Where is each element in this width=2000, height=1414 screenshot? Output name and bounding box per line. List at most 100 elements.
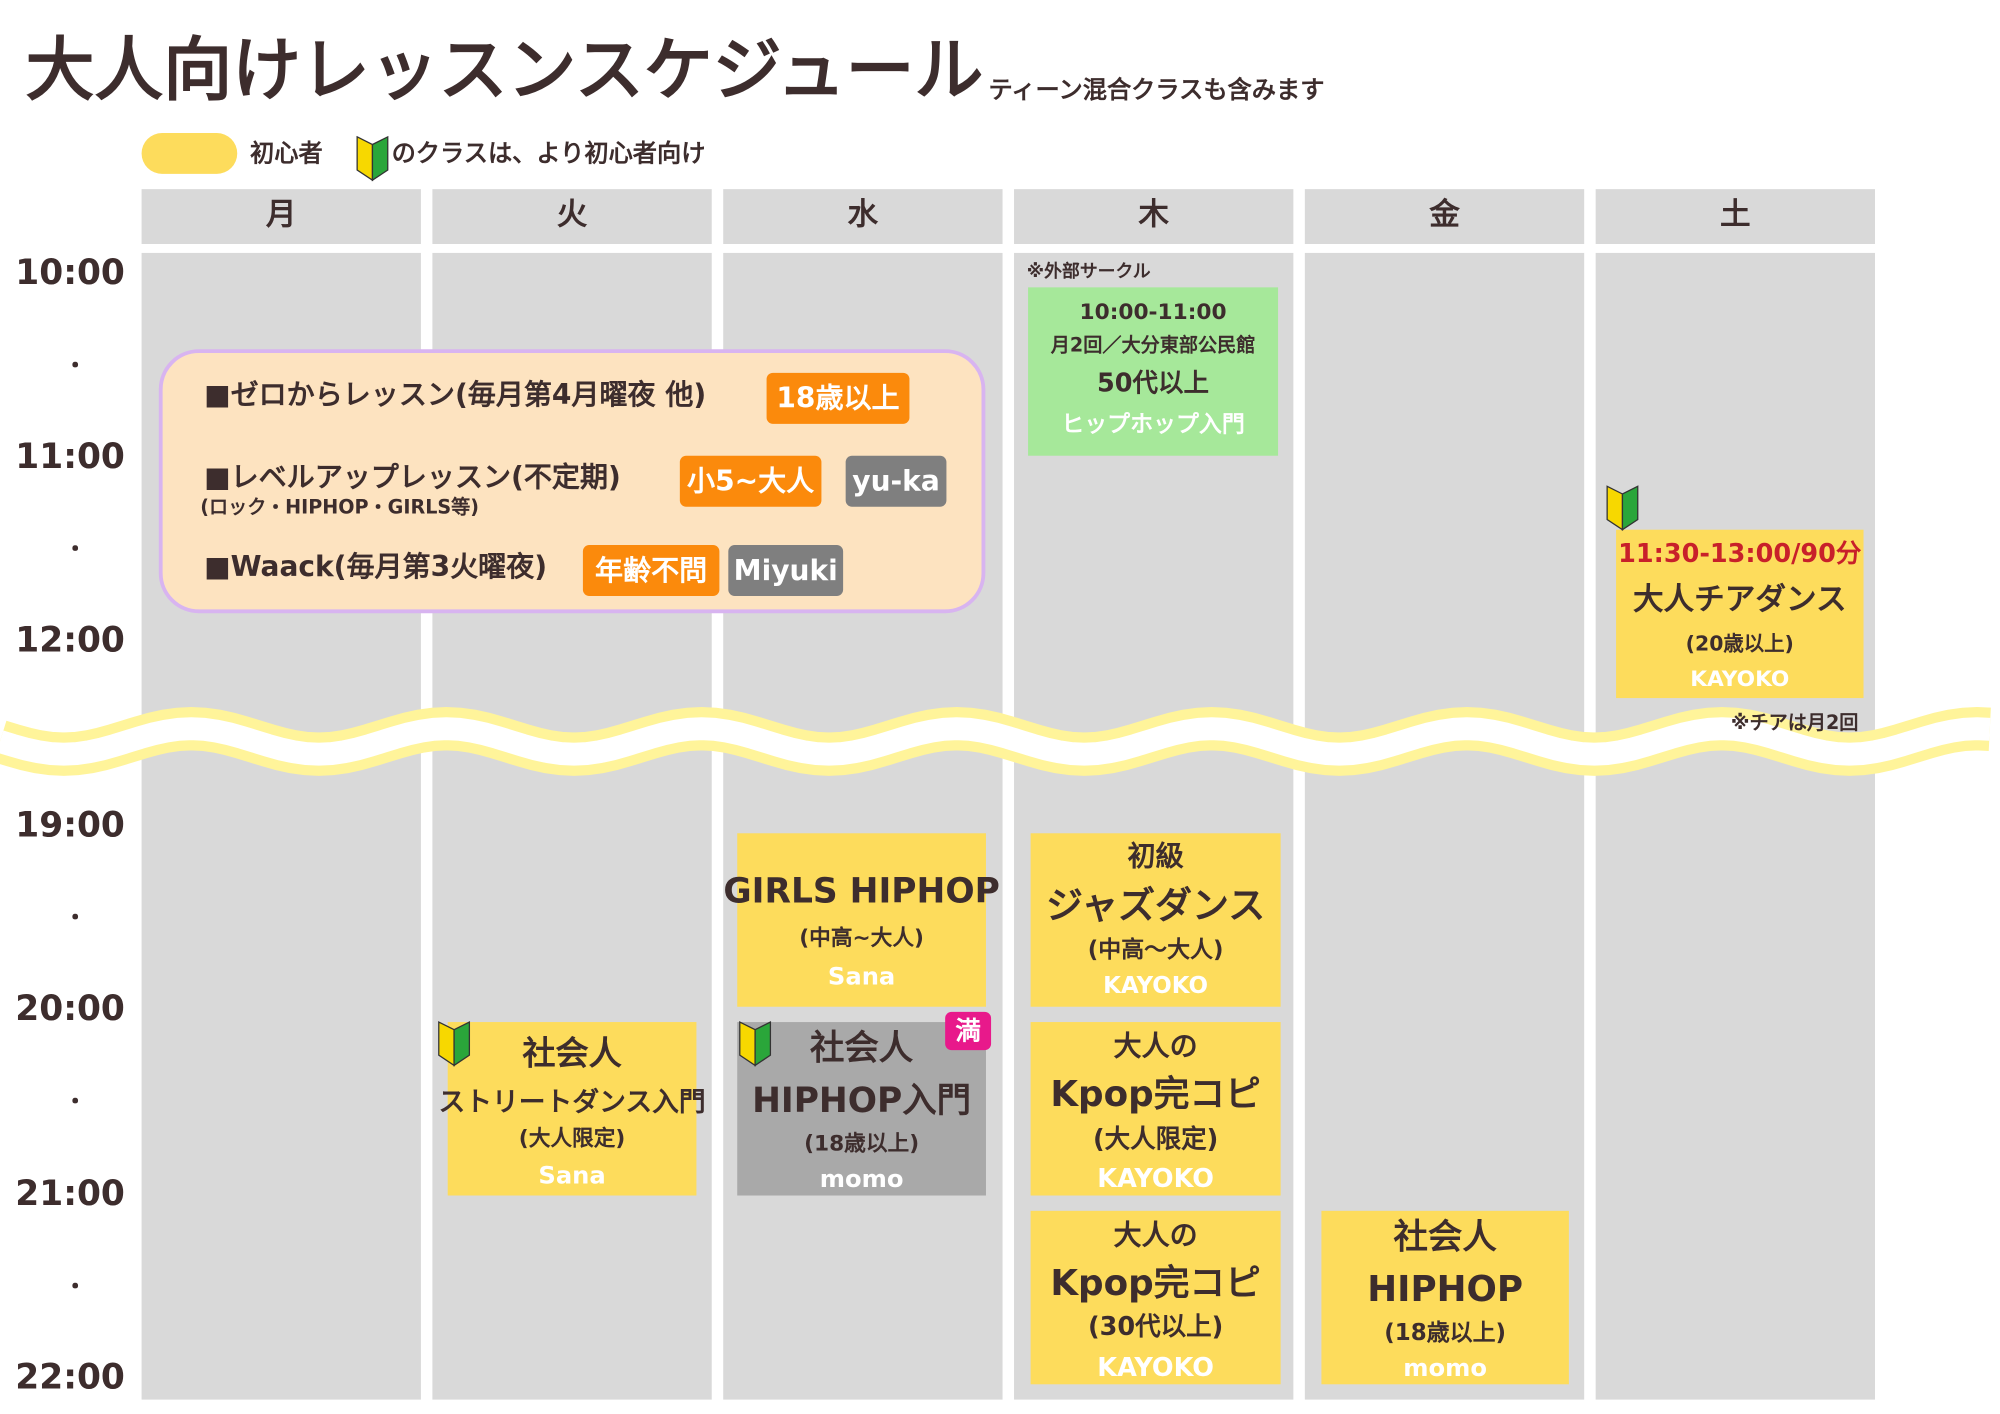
info-tag	[679, 455, 822, 507]
beginner-icon-green	[754, 1021, 772, 1067]
day-label: 木	[1137, 197, 1169, 232]
class-line: 初級	[1128, 840, 1184, 873]
class-line: KAYOKO	[1097, 1353, 1214, 1383]
day-column	[1304, 252, 1585, 1400]
legend-note: のクラスは、より初心者向け	[392, 140, 706, 168]
class-note: ※チアは月2回	[1731, 711, 1859, 734]
class-box	[1030, 1022, 1281, 1196]
info-tag	[766, 372, 910, 424]
class-box	[1616, 529, 1864, 699]
class-line: ヒップホップ入門	[1061, 412, 1245, 438]
class-line: 10:00-11:00	[1080, 300, 1227, 325]
time-label: 20:00	[15, 989, 125, 1029]
info-line: ■Waack(毎月第3火曜夜)	[204, 550, 547, 583]
time-label: 12:00	[15, 620, 125, 660]
class-line: 50代以上	[1097, 368, 1209, 398]
time-label: ・	[64, 1089, 87, 1115]
info-tag-label: Miyuki	[734, 554, 838, 587]
class-box	[1028, 287, 1279, 456]
info-sub: (ロック・HIPHOP・GIRLS等)	[200, 496, 479, 519]
time-label: ・	[64, 905, 87, 931]
day-label: 水	[848, 197, 879, 232]
class-line: (中高~大人)	[799, 925, 924, 951]
time-label: 11:00	[15, 437, 125, 477]
full-badge	[945, 1011, 992, 1051]
class-line: (18歳以上)	[804, 1132, 919, 1157]
day-header	[432, 189, 712, 244]
time-label: ・	[64, 1274, 87, 1300]
class-line: Kpop完コピ	[1050, 1074, 1260, 1115]
info-tag-label: 18歳以上	[776, 382, 899, 415]
day-header	[1595, 189, 1875, 244]
class-box	[1321, 1210, 1569, 1385]
time-label: 22:00	[15, 1358, 125, 1398]
info-tag	[845, 455, 947, 507]
subtitle: ティーン混合クラスも含みます	[989, 76, 1325, 104]
class-line: Kpop完コピ	[1050, 1263, 1260, 1304]
time-label: 10:00	[15, 253, 125, 293]
day-label: 月	[266, 197, 297, 232]
class-line: (30代以上)	[1088, 1312, 1223, 1342]
class-line: (20歳以上)	[1686, 631, 1794, 655]
class-line: (18歳以上)	[1384, 1320, 1506, 1346]
day-header	[1014, 189, 1294, 244]
class-line: KAYOKO	[1097, 1164, 1214, 1194]
class-note: ※外部サークル	[1027, 260, 1151, 282]
class-line: (大人限定)	[1093, 1125, 1218, 1155]
class-line: (中高〜大人)	[1088, 936, 1224, 963]
class-line: 社会人	[522, 1034, 622, 1073]
class-line: (大人限定)	[519, 1125, 626, 1151]
class-box	[447, 1022, 697, 1196]
class-box	[1030, 833, 1281, 1007]
info-tag	[582, 545, 720, 597]
time-label: 19:00	[15, 805, 125, 845]
beginner-icon-green	[453, 1021, 471, 1067]
class-line: KAYOKO	[1690, 667, 1789, 692]
info-line: ■レベルアップレッスン(不定期)	[204, 461, 621, 494]
class-line: ジャズダンス	[1046, 884, 1265, 927]
day-header	[141, 189, 421, 244]
day-header	[1304, 189, 1585, 244]
full-badge-label: 満	[955, 1016, 981, 1046]
class-line: 月2回／大分東部公民館	[1050, 334, 1256, 357]
time-label: 21:00	[15, 1174, 125, 1214]
class-box	[737, 833, 986, 1007]
info-tag	[728, 545, 844, 597]
class-line: KAYOKO	[1103, 973, 1208, 999]
beginner-icon-green	[1621, 485, 1639, 531]
legend-label: 初心者	[250, 140, 323, 168]
day-label: 金	[1428, 196, 1460, 232]
class-line: 社会人	[810, 1029, 914, 1069]
class-line: momo	[1403, 1354, 1487, 1382]
day-label: 土	[1720, 197, 1751, 232]
day-column	[1595, 252, 1875, 1400]
info-tag-label: 小5~大人	[687, 465, 814, 498]
class-line: 大人の	[1114, 1218, 1198, 1251]
day-header	[723, 189, 1003, 244]
class-line: HIPHOP	[1367, 1269, 1523, 1310]
beginner-swatch	[141, 133, 238, 174]
class-line: Sana	[538, 1161, 605, 1189]
class-line: 社会人	[1394, 1217, 1498, 1257]
title: 大人向けレッスンスケジュール	[26, 30, 984, 110]
info-line: ■ゼロからレッスン(毎月第4月曜夜 他)	[204, 378, 706, 411]
class-line: 大人チアダンス	[1633, 582, 1847, 618]
time-label: ・	[64, 353, 87, 379]
info-tag-label: 年齢不問	[595, 554, 707, 587]
class-line: ストリートダンス入門	[439, 1086, 706, 1118]
time-label: ・	[64, 537, 87, 563]
class-box	[1030, 1210, 1281, 1385]
class-line: HIPHOP入門	[752, 1081, 971, 1121]
day-label: 火	[557, 197, 588, 232]
class-line: GIRLS HIPHOP	[723, 872, 999, 912]
wave-center	[0, 717, 1991, 766]
class-line: 11:30-13:00/90分	[1618, 539, 1862, 569]
class-line: Sana	[828, 962, 895, 990]
beginner-icon-green	[371, 135, 389, 182]
class-box	[737, 1022, 986, 1196]
info-tag-label: yu-ka	[852, 465, 939, 498]
class-line: momo	[820, 1165, 904, 1193]
class-line: 大人の	[1114, 1030, 1198, 1063]
